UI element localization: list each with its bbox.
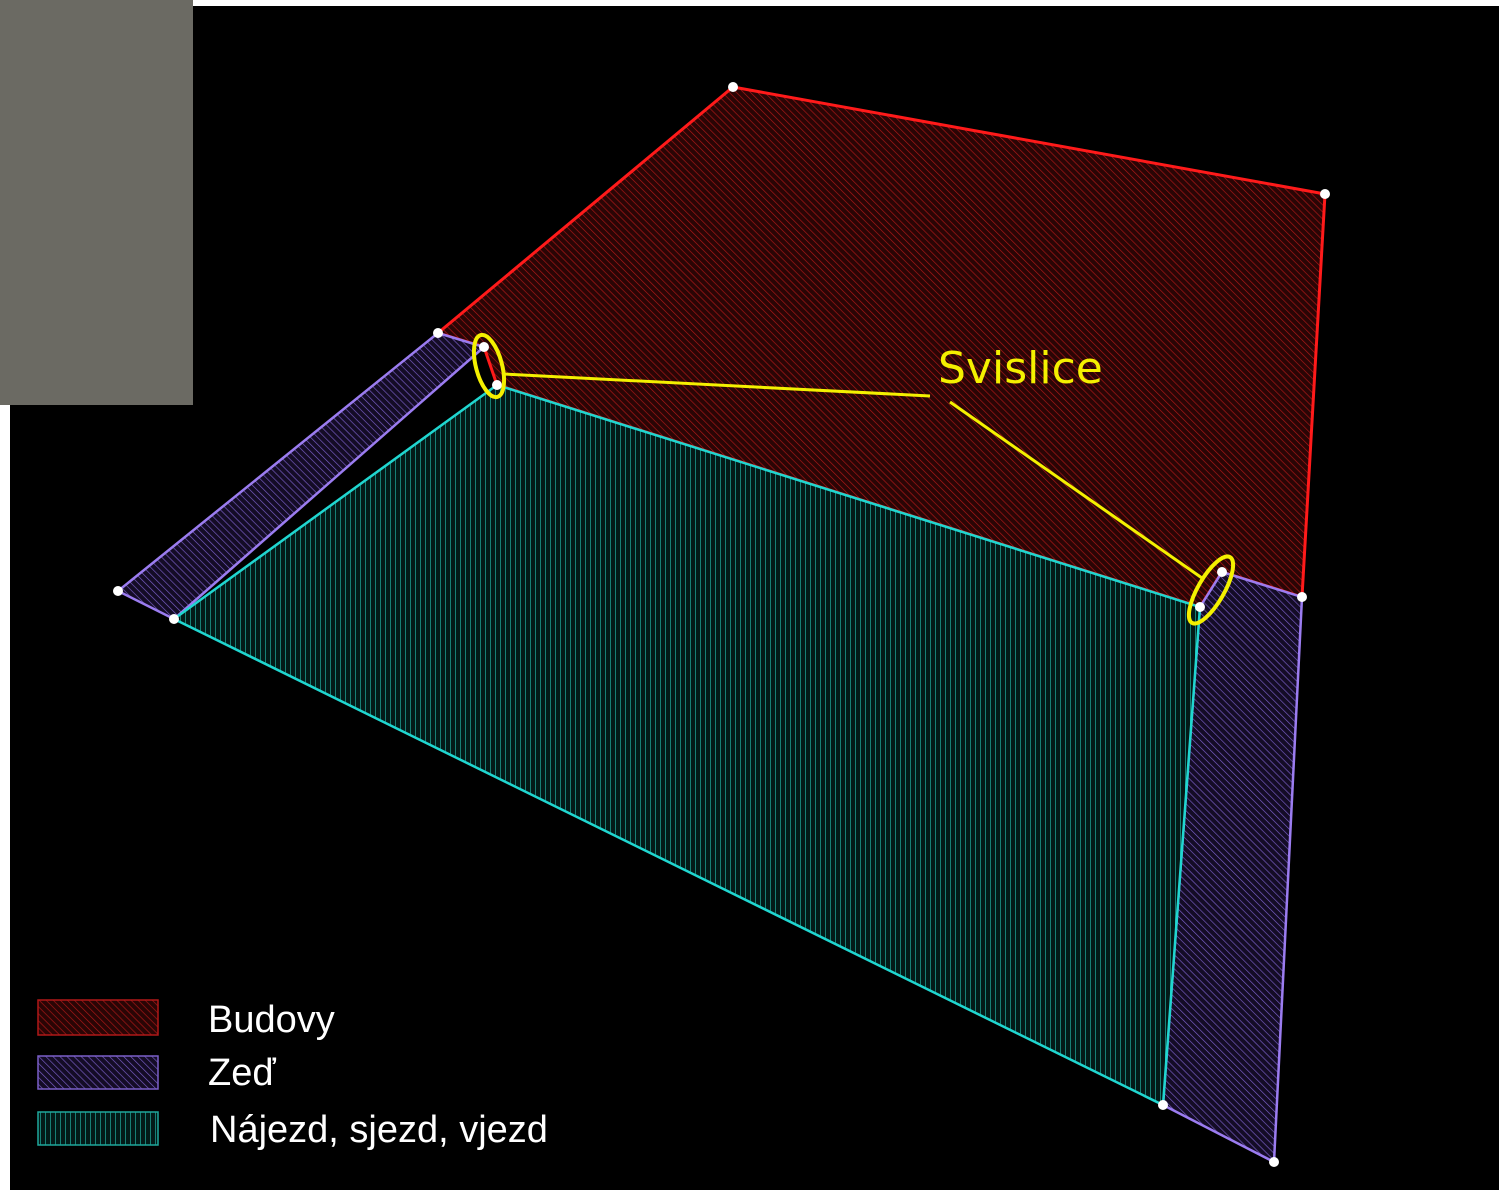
diagram: Svislice Budovy Zeď Nájezd, sjezd, vjezd	[0, 0, 1499, 1190]
page: Svislice Budovy Zeď Nájezd, sjezd, vjezd…	[0, 0, 1499, 1190]
legend-label: Budovy	[208, 999, 335, 1041]
legend-swatch	[38, 1112, 158, 1145]
legend-swatch	[38, 1056, 158, 1089]
legend-label: Nájezd, sjezd, vjezd	[210, 1109, 548, 1151]
annotation: Svislice	[938, 343, 1103, 394]
legend-label: Zeď	[208, 1052, 276, 1094]
legend-swatch	[38, 1000, 158, 1035]
